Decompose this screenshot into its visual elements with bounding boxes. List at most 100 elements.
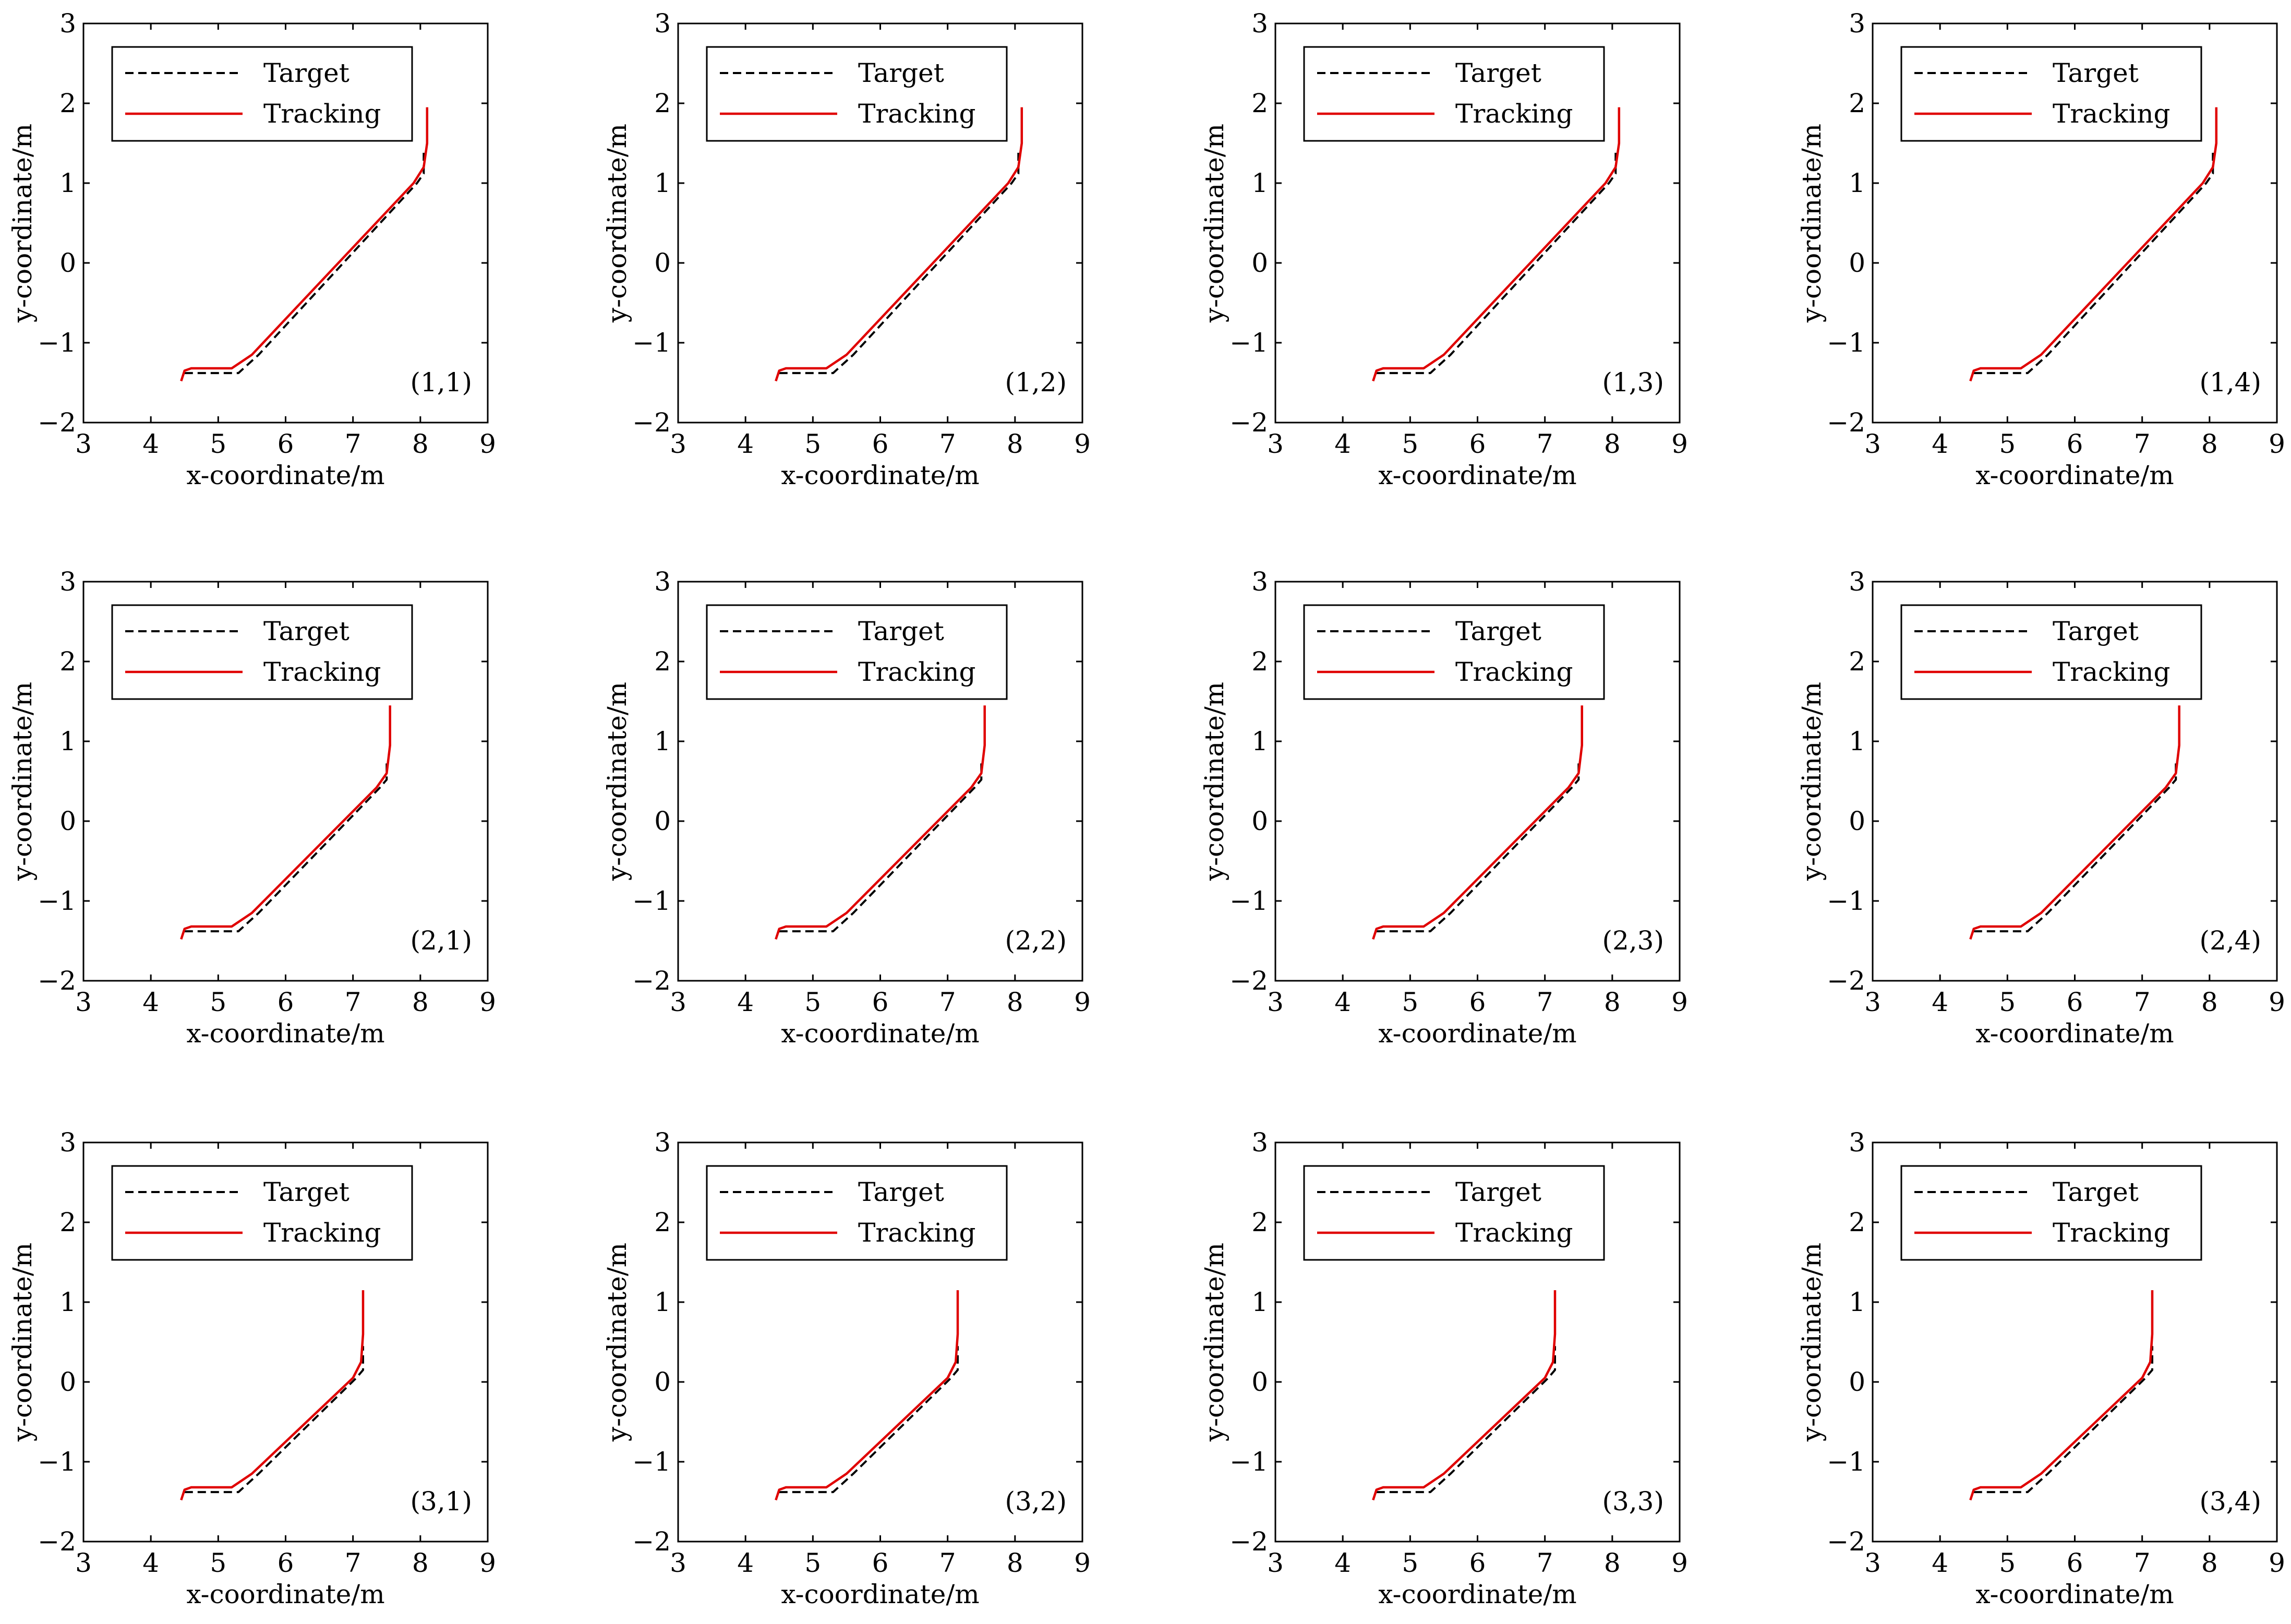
legend: Target Tracking [706, 604, 1008, 700]
x-tick-label: 8 [1604, 429, 1621, 459]
y-tick-label: −1 [632, 328, 671, 358]
x-tick-label: 8 [1007, 1548, 1023, 1578]
y-tick-label: −1 [1827, 1447, 1865, 1477]
legend-box [1900, 1165, 2202, 1261]
x-axis-label: x-coordinate/m [1975, 1018, 2174, 1049]
x-axis-label: x-coordinate/m [1378, 460, 1576, 490]
y-axis-label: y-coordinate/m [1199, 1243, 1229, 1442]
x-tick-label: 5 [1402, 429, 1418, 459]
x-tick-label: 8 [412, 987, 429, 1017]
legend-tracking-label: Tracking [858, 99, 976, 129]
legend: Target Tracking [111, 1165, 413, 1261]
y-axis-label: y-coordinate/m [1199, 682, 1229, 881]
legend: Target Tracking [111, 46, 413, 142]
x-tick-label: 5 [1999, 987, 2016, 1017]
x-tick-label: 8 [2201, 1548, 2218, 1578]
x-tick-label: 3 [75, 987, 92, 1017]
x-tick-label: 6 [2067, 1548, 2083, 1578]
y-tick-label: 1 [654, 1287, 671, 1317]
y-tick-label: −1 [1827, 328, 1865, 358]
x-tick-label: 5 [804, 987, 821, 1017]
chart-panel: 3 4 5 6 7 8 9 −2 −1 0 1 2 3 x-coordinate/m y-coordinat… [1796, 8, 2285, 490]
target-series-line [1376, 152, 1617, 375]
y-tick-label: −2 [1229, 1526, 1268, 1557]
x-tick-label: 4 [142, 1548, 159, 1578]
legend-tracking-label: Tracking [1455, 657, 1573, 687]
y-tick-label: 1 [1849, 726, 1865, 756]
x-tick-label: 9 [479, 1548, 496, 1578]
tracking-series-line [1372, 107, 1621, 382]
y-axis-label: y-coordinate/m [1199, 124, 1229, 323]
legend: Target Tracking [706, 1165, 1008, 1261]
y-tick-label: −1 [1229, 1447, 1268, 1477]
x-tick-label: 9 [1074, 987, 1091, 1017]
legend-tracking-label: Tracking [1455, 99, 1573, 129]
tracking-series-line [1969, 1290, 2154, 1501]
x-tick-label: 7 [1537, 987, 1553, 1017]
x-axis-label: x-coordinate/m [186, 1579, 384, 1609]
x-tick-label: 7 [345, 987, 361, 1017]
y-tick-label: −1 [1229, 328, 1268, 358]
y-axis-label: y-coordinate/m [602, 124, 632, 323]
legend-box [706, 604, 1008, 700]
y-tick-label: 2 [1251, 88, 1268, 118]
legend-tracking-label: Tracking [263, 657, 381, 687]
y-tick-label: −1 [632, 1447, 671, 1477]
y-tick-label: 0 [1251, 806, 1268, 836]
chart-panel: 3 4 5 6 7 8 9 −2 −1 0 1 2 3 x-coordinate/m y-coordinat… [7, 8, 496, 490]
tracking-series-line [1969, 705, 2180, 940]
panel-label: (2,2) [1005, 925, 1067, 956]
tracking-series-line [1372, 705, 1583, 940]
x-tick-label: 7 [2134, 1548, 2151, 1578]
legend-target-label: Target [858, 1177, 944, 1207]
y-tick-label: 0 [59, 806, 76, 836]
legend-box [1900, 46, 2202, 142]
legend-target-label: Target [2053, 1177, 2139, 1207]
x-axis-label: x-coordinate/m [186, 1018, 384, 1049]
x-tick-label: 3 [670, 1548, 686, 1578]
x-tick-label: 5 [804, 1548, 821, 1578]
chart-panel: 3 4 5 6 7 8 9 −2 −1 0 1 2 3 x-coordinate/m y-coordinat… [602, 8, 1091, 490]
target-series-line [184, 759, 388, 933]
legend-target-label: Target [263, 616, 349, 646]
y-tick-label: 1 [1251, 726, 1268, 756]
tracking-series-line [1969, 107, 2218, 382]
x-tick-label: 4 [737, 429, 754, 459]
x-tick-label: 9 [2269, 429, 2285, 459]
y-tick-label: 0 [1251, 248, 1268, 278]
y-tick-label: −2 [1827, 407, 1865, 438]
y-tick-label: 1 [1849, 168, 1865, 198]
y-tick-label: 0 [654, 806, 671, 836]
panel-label: (1,3) [1602, 367, 1664, 398]
y-tick-label: 3 [1849, 567, 1865, 597]
target-series-line [1973, 1346, 2153, 1494]
legend: Target Tracking [1900, 46, 2202, 142]
legend-box [706, 46, 1008, 142]
target-series-line [1973, 152, 2214, 375]
y-tick-label: 2 [654, 88, 671, 118]
legend-box [111, 604, 413, 700]
x-tick-label: 6 [1469, 1548, 1486, 1578]
chart-panel: 3 4 5 6 7 8 9 −2 −1 0 1 2 3 x-coordinate/m y-coordinat… [7, 567, 496, 1049]
chart-panel: 3 4 5 6 7 8 9 −2 −1 0 1 2 3 x-coordinate/m y-coordinat… [602, 567, 1091, 1049]
y-tick-label: 3 [1849, 8, 1865, 39]
x-axis-label: x-coordinate/m [781, 1579, 979, 1609]
panel-label: (3,1) [410, 1486, 472, 1517]
x-axis-label: x-coordinate/m [1975, 1579, 2174, 1609]
x-tick-label: 7 [2134, 987, 2151, 1017]
legend: Target Tracking [1303, 46, 1605, 142]
x-tick-label: 6 [872, 1548, 889, 1578]
legend-tracking-label: Tracking [2053, 657, 2171, 687]
y-tick-label: −1 [38, 328, 76, 358]
y-axis-label: y-coordinate/m [1796, 124, 1827, 323]
x-tick-label: 3 [1267, 1548, 1284, 1578]
x-tick-label: 3 [670, 987, 686, 1017]
target-series-line [1973, 759, 2177, 933]
x-tick-label: 5 [1402, 987, 1418, 1017]
x-tick-label: 3 [1864, 987, 1881, 1017]
tracking-series-line [180, 1290, 365, 1501]
y-tick-label: −2 [38, 1526, 76, 1557]
y-tick-label: 1 [1251, 168, 1268, 198]
y-tick-label: 0 [59, 1367, 76, 1397]
